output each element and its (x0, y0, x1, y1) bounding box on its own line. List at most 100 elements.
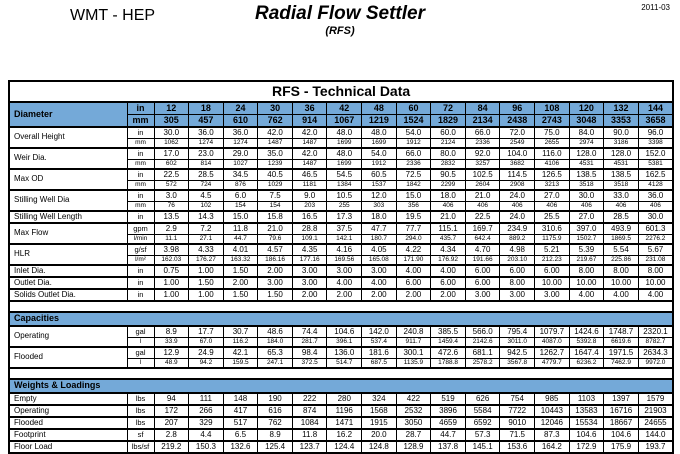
data-cell: 1971.5 (603, 346, 639, 359)
data-cell: 2.00 (361, 288, 397, 302)
table-row: Floor Load lbs/sf 219.2 150.3 132.6 125.4 123.… (8, 440, 674, 454)
data-cell: 148 (222, 392, 259, 406)
data-cell: 1537 (361, 180, 397, 191)
data-cell: 889.2 (499, 234, 536, 245)
unit-cell: lbs (126, 392, 155, 406)
data-cell: 2634.3 (637, 346, 674, 359)
data-cell: 3.00 (291, 276, 328, 290)
data-cell: 12.0 (361, 189, 397, 202)
data-cell: 2299 (430, 180, 466, 191)
row-label: Max OD (8, 168, 128, 191)
row-label: Operating (8, 325, 128, 348)
data-cell: 137.8 (430, 440, 466, 454)
data-cell: 435.7 (430, 234, 466, 245)
data-cell: 171.90 (395, 255, 432, 266)
diameter-value-cell: 2438 (499, 114, 536, 128)
data-cell: 1699 (326, 159, 363, 170)
data-cell: 4.35 (291, 243, 328, 256)
data-cell: 4087.0 (534, 337, 570, 348)
data-cell: 207 (153, 416, 190, 430)
data-cell: 1699 (361, 138, 397, 149)
data-cell: 19.5 (395, 210, 432, 224)
data-cell: 231.08 (637, 255, 674, 266)
diameter-value-cell: 610 (222, 114, 259, 128)
data-cell: 10.00 (603, 276, 639, 290)
data-cell: 1487 (291, 138, 328, 149)
table-row: Overall Height in 30.0 36.0 36.0 42.0 42.0 48.0… (8, 126, 674, 149)
data-cell: 537.4 (361, 337, 397, 348)
diameter-value-cell: 12 (153, 101, 190, 115)
data-cell: 3.00 (326, 264, 363, 278)
row-label: Outlet Dia. (8, 276, 128, 290)
data-cell: 1.00 (188, 288, 224, 302)
data-cell: 754 (499, 392, 536, 406)
data-cell: 4.70 (464, 243, 501, 256)
data-cell: 1.50 (222, 288, 259, 302)
data-cell: 48.0 (326, 147, 363, 160)
table-row: Flooded gal 12.9 24.9 42.1 65.3 98.4 136.0 181.6… (8, 346, 674, 369)
table-row: Flooded lbs 207 329 517 762 1084 1471 1915 3050 46… (8, 416, 674, 430)
data-cell: 417 (222, 404, 259, 418)
diameter-value-cell: 30 (257, 101, 293, 115)
data-cell: 22.5 (464, 210, 501, 224)
data-cell: 102.5 (464, 168, 501, 181)
unit-cell: in (126, 168, 155, 181)
data-cell: 6.00 (534, 264, 570, 278)
diameter-value-cell: 1219 (361, 114, 397, 128)
data-cell: 87.3 (534, 428, 570, 442)
data-cell: 116.0 (534, 147, 570, 160)
data-cell: 104.6 (603, 428, 639, 442)
spacer-row (9, 367, 674, 380)
table-row: mm 76 102 154 154 203 255 303 356 406 406 406 406 406… (9, 201, 674, 212)
data-cell: 4531 (603, 159, 639, 170)
row-label: Inlet Dia. (8, 264, 128, 278)
unit-cell: in (126, 101, 155, 115)
document-title: Radial Flow Settler (255, 3, 425, 24)
unit-cell: l/min (126, 234, 155, 245)
data-cell: 65.3 (257, 346, 293, 359)
data-cell: 6.00 (430, 276, 466, 290)
diameter-value-cell: 3658 (637, 114, 674, 128)
data-cell: 2.9 (153, 222, 190, 235)
data-cell: 6.00 (464, 264, 501, 278)
data-cell: 18667 (603, 416, 639, 430)
data-cell: 4.05 (361, 243, 397, 256)
table-row: mm 602 814 1027 1239 1487 1699 1912 2336 2832 3257… (9, 159, 674, 170)
row-label: Weir Dia. (8, 147, 128, 170)
data-cell: 5.67 (637, 243, 674, 256)
data-cell: 80.0 (430, 147, 466, 160)
data-cell: 1029 (257, 180, 293, 191)
data-cell: 181.6 (361, 346, 397, 359)
data-cell: 21.0 (464, 189, 501, 202)
data-cell: 184.0 (257, 337, 293, 348)
data-cell: 9.0 (291, 189, 328, 202)
data-cell: 2.00 (257, 264, 293, 278)
data-cell: 138.5 (603, 168, 639, 181)
data-cell: 22.5 (153, 168, 190, 181)
data-cell: 4.33 (188, 243, 224, 256)
data-cell: 67.0 (188, 337, 224, 348)
data-cell: 4.22 (395, 243, 432, 256)
data-cell: 4.5 (188, 189, 224, 202)
unit-cell: gpm (126, 222, 155, 235)
data-cell: 60.5 (361, 168, 397, 181)
unit-cell: in (126, 147, 155, 160)
data-cell: 911.7 (395, 337, 432, 348)
data-cell: 28.5 (603, 210, 639, 224)
data-cell: 2655 (534, 138, 570, 149)
diameter-value-cell: 24 (222, 101, 259, 115)
data-cell: 28.7 (395, 428, 432, 442)
data-cell: 193.7 (637, 440, 674, 454)
unit-cell: gal (126, 325, 155, 338)
data-cell: 1842 (395, 180, 432, 191)
data-cell: 29.0 (222, 147, 259, 160)
table-row: Operating gal 8.9 17.7 30.7 48.6 74.4 104.6 142.… (8, 325, 674, 348)
data-cell: 33.9 (153, 337, 190, 348)
data-cell: 3.00 (361, 264, 397, 278)
data-cell: 109.1 (291, 234, 328, 245)
data-cell: 310.6 (534, 222, 570, 235)
data-cell: 3257 (464, 159, 501, 170)
data-cell: 642.4 (464, 234, 501, 245)
data-cell: 48.6 (257, 325, 293, 338)
data-cell: 602 (153, 159, 190, 170)
